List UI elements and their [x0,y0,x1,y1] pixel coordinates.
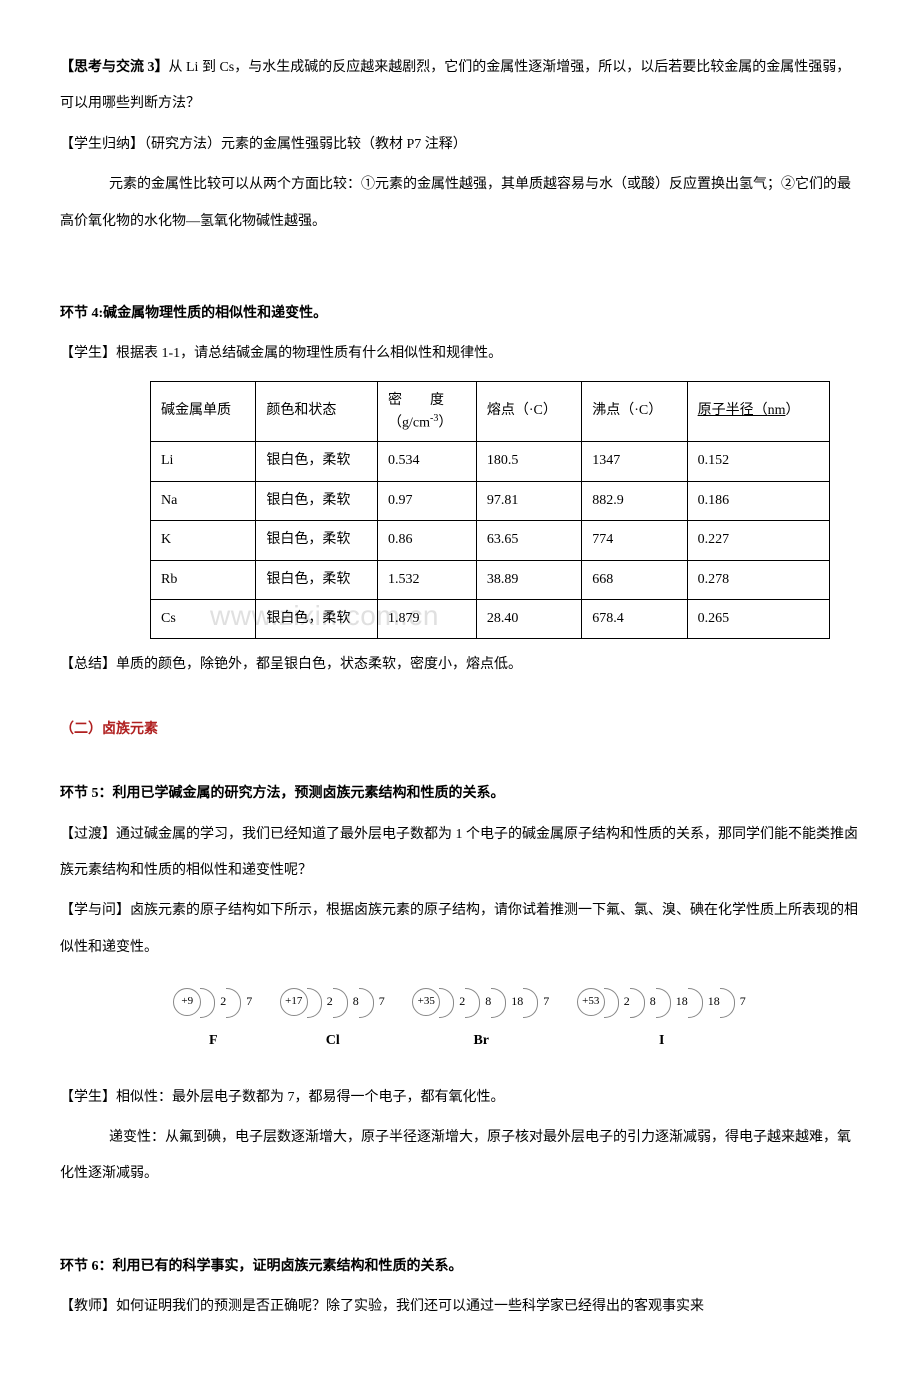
similarity-text: 相似性：最外层电子数都为 7，都易得一个电子，都有氧化性。 [116,1090,505,1105]
atom-label: Br [412,1023,550,1059]
question-label: 【学与问】 [60,903,130,918]
nucleus: +35 [412,988,440,1016]
transition-label: 【过渡】 [60,827,116,842]
col-element: 碱金属单质 [151,381,256,442]
atom-structure-diagram: +9 2 7 F +17 2 8 7 Cl +35 2 8 18 7 Br +5… [140,986,780,1060]
nucleus: +9 [173,988,201,1016]
method-detail: 元素的金属性比较可以从两个方面比较：①元素的金属性越强，其单质越容易与水（或酸）… [60,167,860,240]
section-4-summary: 【总结】单质的颜色，除铯外，都呈银白色，状态柔软，密度小，熔点低。 [60,647,860,683]
intro-text: 根据表 1-1，请总结碱金属的物理性质有什么相似性和规律性。 [116,346,502,361]
section-5-student: 【学生】相似性：最外层电子数都为 7，都易得一个电子，都有氧化性。 [60,1080,860,1116]
atom-br: +35 2 8 18 7 Br [412,986,550,1060]
atom-i: +53 2 8 18 18 7 I [577,986,747,1060]
think-label: 【思考与交流 3】 [60,60,169,75]
col-mp: 熔点（·C） [476,381,581,442]
student-label: 【学生】 [60,1090,116,1105]
student-label: 【学生】 [60,346,116,361]
student-text: （研究方法）元素的金属性强弱比较（教材 P7 注释） [144,137,467,152]
table-row: Cs 银白色，柔软 1.879 28.40 678.4 0.265 [151,599,830,638]
col-color: 颜色和状态 [256,381,378,442]
table-row: Na 银白色，柔软 0.97 97.81 882.9 0.186 [151,481,830,520]
col-density: 密 度 （g/cm-3） [378,381,477,442]
table-row: Rb 银白色，柔软 1.532 38.89 668 0.278 [151,560,830,599]
section-4-intro: 【学生】根据表 1-1，请总结碱金属的物理性质有什么相似性和规律性。 [60,336,860,372]
atom-label: I [577,1023,747,1059]
alkali-metal-table: 碱金属单质 颜色和状态 密 度 （g/cm-3） 熔点（·C） 沸点（·C） 原… [150,381,830,640]
question-text: 卤族元素的原子结构如下所示，根据卤族元素的原子结构，请你试着推测一下氟、氯、溴、… [60,903,858,954]
teacher-text: 如何证明我们的预测是否正确呢？除了实验，我们还可以通过一些科学家已经得出的客观事… [116,1299,704,1314]
table-row: K 银白色，柔软 0.86 63.65 774 0.227 [151,521,830,560]
section-6-title: 环节 6：利用已有的科学事实，证明卤族元素结构和性质的关系。 [60,1249,860,1285]
nucleus: +17 [280,988,308,1016]
think-text: 从 Li 到 Cs，与水生成碱的反应越来越剧烈，它们的金属性逐渐增强，所以，以后… [60,60,850,111]
teacher-label: 【教师】 [60,1299,116,1314]
section-6-teacher: 【教师】如何证明我们的预测是否正确呢？除了实验，我们还可以通过一些科学家已经得出… [60,1289,860,1325]
halogen-section-title: （二）卤族元素 [60,712,860,748]
section-5-gradual: 递变性：从氟到碘，电子层数逐渐增大，原子半径逐渐增大，原子核对最外层电子的引力逐… [60,1120,860,1193]
atom-f: +9 2 7 F [173,986,253,1060]
summary-text: 单质的颜色，除铯外，都呈银白色，状态柔软，密度小，熔点低。 [116,657,522,672]
student-label: 【学生归纳】 [60,137,144,152]
nucleus: +53 [577,988,605,1016]
atom-cl: +17 2 8 7 Cl [280,986,386,1060]
section-5-title: 环节 5：利用已学碱金属的研究方法，预测卤族元素结构和性质的关系。 [60,776,860,812]
col-radius: 原子半径（nm） [687,381,829,442]
section-4-title: 环节 4:碱金属物理性质的相似性和递变性。 [60,296,860,332]
summary-label: 【总结】 [60,657,116,672]
section-5-question: 【学与问】卤族元素的原子结构如下所示，根据卤族元素的原子结构，请你试着推测一下氟… [60,893,860,966]
student-summary: 【学生归纳】（研究方法）元素的金属性强弱比较（教材 P7 注释） [60,127,860,163]
col-bp: 沸点（·C） [582,381,687,442]
section-5-transition: 【过渡】通过碱金属的学习，我们已经知道了最外层电子数都为 1 个电子的碱金属原子… [60,817,860,890]
atom-label: F [173,1023,253,1059]
table-row: Li 银白色，柔软 0.534 180.5 1347 0.152 [151,442,830,481]
transition-text: 通过碱金属的学习，我们已经知道了最外层电子数都为 1 个电子的碱金属原子结构和性… [60,827,858,878]
atom-label: Cl [280,1023,386,1059]
think-exchange-3: 【思考与交流 3】从 Li 到 Cs，与水生成碱的反应越来越剧烈，它们的金属性逐… [60,50,860,123]
table-header-row: 碱金属单质 颜色和状态 密 度 （g/cm-3） 熔点（·C） 沸点（·C） 原… [151,381,830,442]
